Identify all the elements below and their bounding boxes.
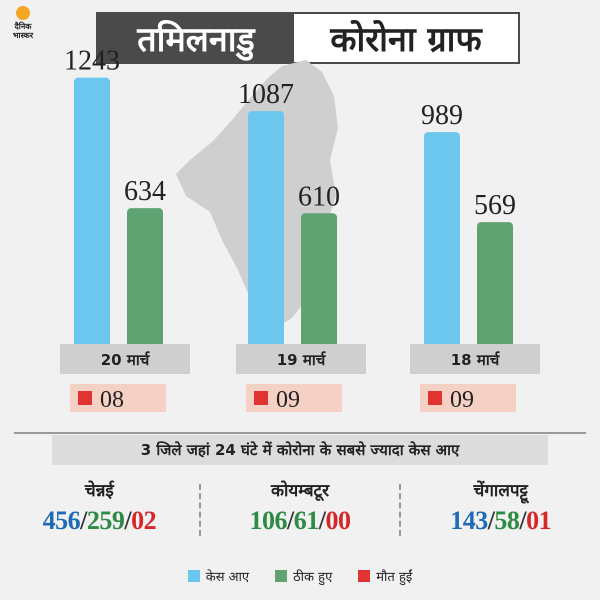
- district-numbers: 143/58/01: [450, 506, 551, 536]
- logo-line-1: दैनिक: [14, 22, 32, 31]
- district-stats: चेन्नई 456/259/02 कोयम्बटूर 106/61/00 चे…: [0, 476, 600, 552]
- district-deaths: 00: [325, 506, 351, 535]
- legend-swatch: [275, 570, 288, 582]
- slash: /: [487, 506, 495, 535]
- legend-label: केस आए: [205, 570, 250, 585]
- header-state: तमिलनाडु: [98, 14, 294, 62]
- tick-label: 19 मार्च: [277, 351, 327, 369]
- slash: /: [287, 506, 294, 535]
- bar-cases: [248, 111, 284, 348]
- deaths-marker: [428, 391, 442, 405]
- district-deaths: 02: [131, 506, 157, 535]
- deaths-value: 09: [276, 387, 300, 413]
- district-recovered: 259: [86, 506, 125, 535]
- district-cases: 456: [42, 506, 81, 535]
- data-label-recovered: 569: [474, 190, 516, 221]
- bar-recovered: [127, 208, 163, 348]
- slash: /: [519, 506, 527, 535]
- district-numbers: 106/61/00: [250, 506, 351, 536]
- header-banner: तमिलनाडु कोरोना ग्राफ: [96, 12, 520, 64]
- deaths-marker: [254, 391, 268, 405]
- sun-icon: [16, 6, 30, 20]
- district-numbers: 456/259/02: [42, 506, 157, 536]
- slash: /: [80, 506, 87, 535]
- legend-label: मौत हुईं: [376, 570, 413, 585]
- bar-cases: [424, 132, 460, 348]
- legend-swatch: [187, 570, 200, 582]
- date-label-bg: [410, 344, 540, 374]
- district-separator: [399, 484, 402, 536]
- district-cases: 143: [450, 506, 488, 535]
- legend-item-recovered: ठीक हुए: [275, 567, 332, 585]
- section-divider: [14, 432, 586, 434]
- district-2: कोयम्बटूर 106/61/00: [201, 476, 400, 552]
- data-label-recovered: 610: [298, 181, 340, 212]
- district-name: कोयम्बटूर: [270, 481, 330, 501]
- tick-label: 18 मार्च: [451, 351, 501, 369]
- header-title: कोरोना ग्राफ: [294, 14, 518, 62]
- tick-label: 20 मार्च: [101, 351, 151, 369]
- data-label-recovered: 634: [124, 176, 166, 207]
- data-label-cases: 1243: [64, 46, 120, 77]
- dainik-bhaskar-logo: दैनिक भास्कर: [0, 0, 46, 46]
- district-separator: [198, 484, 201, 536]
- legend-item-deaths: मौत हुईं: [358, 567, 412, 585]
- legend-swatch: [358, 570, 371, 582]
- district-name: चेंगालपट्टू: [473, 481, 528, 501]
- slash: /: [124, 506, 132, 535]
- logo-line-2: भास्कर: [12, 31, 34, 40]
- deaths-marker: [78, 391, 92, 405]
- deaths-value: 09: [450, 387, 474, 413]
- districts-heading: 3 जिले जहां 24 घंटे में कोरोना के सबसे ज…: [52, 435, 548, 465]
- district-name: चेन्नई: [84, 481, 114, 501]
- date-label-bg: [60, 344, 190, 374]
- deaths-value: 08: [100, 387, 124, 413]
- bar-recovered: [477, 222, 513, 348]
- data-label-cases: 989: [421, 100, 463, 131]
- bar-chart: 1243 634 20 मार्च 08 1087 610 19 मार्च 09 989 569…: [60, 46, 540, 413]
- district-cases: 106: [249, 506, 288, 535]
- slash: /: [318, 506, 326, 535]
- data-label-cases: 1087: [238, 79, 294, 110]
- district-3: चेंगालपट्टू 143/58/01: [401, 476, 600, 552]
- date-label-bg: [236, 344, 366, 374]
- bar-cases: [74, 77, 110, 349]
- legend-label: ठीक हुए: [293, 570, 333, 585]
- district-deaths: 01: [526, 506, 552, 535]
- district-recovered: 58: [494, 506, 520, 535]
- district-recovered: 61: [293, 506, 320, 535]
- legend-item-cases: केस आए: [187, 567, 250, 585]
- legend: केस आए ठीक हुए मौत हुईं: [0, 566, 600, 586]
- bar-recovered: [301, 213, 337, 348]
- district-1: चेन्नई 456/259/02: [0, 476, 199, 552]
